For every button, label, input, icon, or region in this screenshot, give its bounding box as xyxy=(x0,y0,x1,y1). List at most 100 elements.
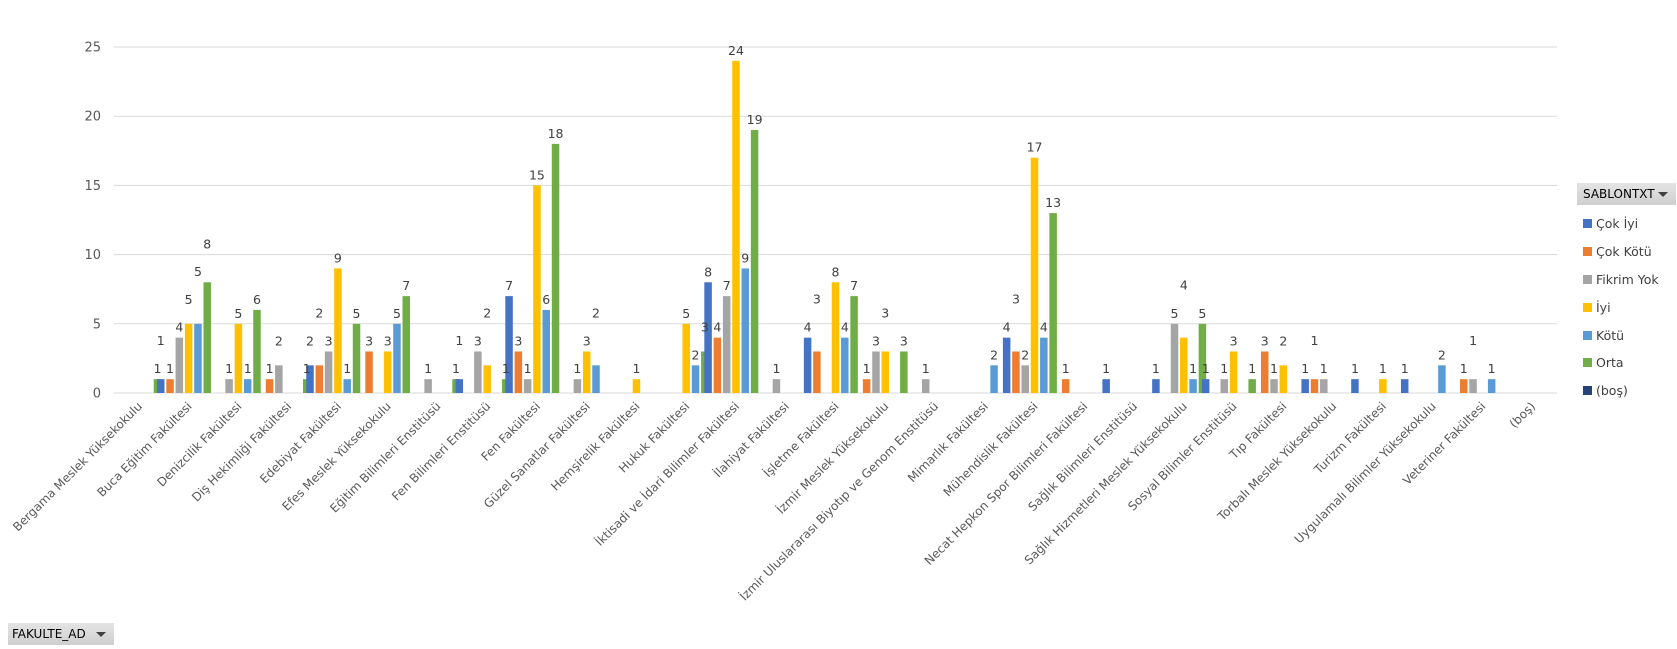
bar-fikrim-yok xyxy=(474,351,482,393)
x-tick-label: Fen Bilimleri Enstitüsü xyxy=(389,399,493,503)
data-label: 4 xyxy=(713,320,721,335)
x-tick-label: Buca Eğitim Fakültesi xyxy=(94,399,194,499)
data-label: 5 xyxy=(185,292,193,307)
data-label: 1 xyxy=(1488,361,1496,376)
data-label: 1 xyxy=(1152,361,1160,376)
bar-orta xyxy=(203,282,211,393)
bar-fikrim-yok xyxy=(523,379,532,393)
data-label: 1 xyxy=(1311,333,1319,348)
legend-label: Çok Kötü xyxy=(1596,244,1652,260)
axis-field-button[interactable]: FAKULTE_AD xyxy=(8,623,114,645)
legend-swatch xyxy=(1583,358,1592,368)
bar-fikrim-yok xyxy=(225,379,233,393)
data-label: 2 xyxy=(483,305,491,320)
data-label: 2 xyxy=(275,333,283,348)
data-label: 3 xyxy=(813,291,821,306)
data-label: 1 xyxy=(303,361,311,376)
bar-orta xyxy=(551,143,560,393)
chevron-down-icon[interactable] xyxy=(96,632,106,637)
bar-fikrim-yok xyxy=(275,365,283,393)
legend-item[interactable]: (boş) xyxy=(1583,377,1659,405)
legend-item[interactable]: Orta xyxy=(1583,349,1659,377)
bar-çok-kötü xyxy=(1012,351,1020,393)
bar-çok-i-yi xyxy=(455,379,464,393)
bar-fikrim-yok xyxy=(1021,365,1029,393)
bar-i-yi xyxy=(1180,337,1188,393)
bar-çok-i-yi xyxy=(1201,379,1210,393)
bar-orta xyxy=(402,296,411,393)
data-label: 3 xyxy=(1012,291,1020,306)
data-label: 24 xyxy=(728,43,744,58)
bar-çok-i-yi xyxy=(1351,379,1359,393)
data-label: 4 xyxy=(841,320,849,335)
legend-item[interactable]: İyi xyxy=(1583,293,1659,321)
legend-label: (boş) xyxy=(1596,383,1628,399)
data-label: 2 xyxy=(1021,347,1029,362)
legend-swatch xyxy=(1583,247,1592,257)
data-label: 9 xyxy=(334,250,342,265)
y-tick-label: 20 xyxy=(84,110,101,125)
data-label: 1 xyxy=(166,361,174,376)
bar-fikrim-yok xyxy=(175,337,184,393)
legend-swatch xyxy=(1583,302,1592,312)
data-label: 3 xyxy=(474,333,482,348)
legend-item[interactable]: Çok Kötü xyxy=(1583,238,1659,266)
bar-kötü xyxy=(343,379,351,393)
bar-fikrim-yok xyxy=(324,351,333,393)
chevron-down-icon[interactable] xyxy=(1658,192,1668,197)
data-label: 1 xyxy=(225,361,233,376)
bar-çok-kötü xyxy=(1310,379,1319,393)
y-tick-label: 10 xyxy=(84,248,101,263)
bar-kötü xyxy=(1438,365,1446,393)
data-label: 7 xyxy=(850,278,858,293)
y-tick-label: 25 xyxy=(84,41,101,56)
bar-i-yi xyxy=(582,351,591,393)
bar-fikrim-yok xyxy=(872,351,880,393)
data-label: 1 xyxy=(772,361,780,376)
bar-çok-i-yi xyxy=(156,379,165,393)
data-label: 8 xyxy=(203,236,211,251)
bar-orta xyxy=(900,351,908,393)
data-label: 1 xyxy=(157,333,165,348)
bar-orta xyxy=(352,323,361,393)
legend: Çok İyi Çok Kötü Fikrim Yok İyi Kötü Orta (boş… xyxy=(1583,210,1659,405)
legend-label: Çok İyi xyxy=(1596,216,1639,232)
legend-field-button[interactable]: SABLONTXT xyxy=(1577,183,1676,205)
legend-item[interactable]: Fikrim Yok xyxy=(1583,266,1659,294)
data-label: 1 xyxy=(524,361,532,376)
data-label: 1 xyxy=(455,333,463,348)
data-label: 5 xyxy=(194,264,202,279)
data-label: 1 xyxy=(154,361,162,376)
data-label: 2 xyxy=(1279,333,1287,348)
data-label: 3 xyxy=(701,319,709,334)
data-label: 1 xyxy=(1469,333,1477,348)
bar-i-yi xyxy=(483,365,491,393)
data-label: 3 xyxy=(1230,333,1238,348)
bar-kötü xyxy=(691,365,700,393)
legend-item[interactable]: Çok İyi xyxy=(1583,210,1659,238)
bar-kötü xyxy=(990,365,998,393)
data-label: 1 xyxy=(343,361,351,376)
legend-item[interactable]: Kötü xyxy=(1583,321,1659,349)
bar-i-yi xyxy=(383,351,392,393)
bar-fikrim-yok xyxy=(1469,379,1477,393)
data-label: 3 xyxy=(384,333,392,348)
data-label: 7 xyxy=(723,278,731,293)
bar-i-yi xyxy=(184,323,193,393)
bar-çok-kötü xyxy=(1061,379,1070,393)
bar-çok-kötü xyxy=(315,365,324,393)
bar-çok-kötü xyxy=(166,379,174,393)
bar-i-yi xyxy=(881,351,890,393)
x-tick-label: Mühendislik Fakültesi xyxy=(941,399,1041,499)
data-label: 7 xyxy=(505,278,513,293)
bar-çok-kötü xyxy=(365,351,373,393)
data-label: 13 xyxy=(1045,195,1061,210)
bar-çok-kötü xyxy=(713,337,722,393)
data-label: 5 xyxy=(1198,306,1206,321)
bar-i-yi xyxy=(1030,157,1039,393)
data-label: 1 xyxy=(573,361,581,376)
data-label: 17 xyxy=(1027,140,1043,155)
legend-swatch xyxy=(1583,386,1592,396)
bar-kötü xyxy=(542,309,550,393)
